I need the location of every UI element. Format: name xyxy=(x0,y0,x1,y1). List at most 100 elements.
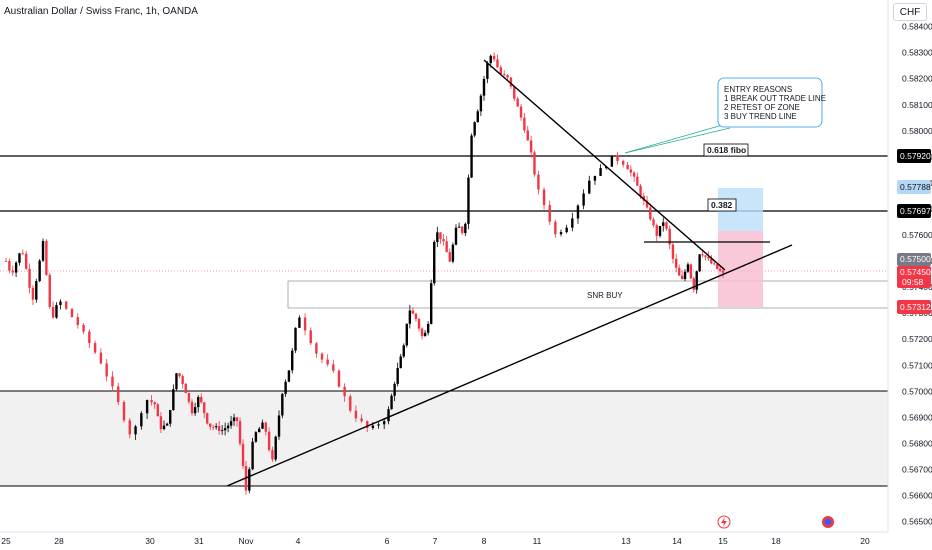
price-tick-label: 0.57000 xyxy=(902,386,932,396)
flag-event-icon[interactable] xyxy=(822,516,834,528)
candle-body xyxy=(451,244,455,262)
candle-body xyxy=(662,222,665,226)
candle-body xyxy=(165,423,169,426)
candle-body xyxy=(482,78,486,96)
candle-body xyxy=(320,353,324,360)
candle-body xyxy=(343,386,346,397)
candle-body xyxy=(223,428,227,431)
price-label-bg xyxy=(897,300,931,314)
entry-reasons-box[interactable] xyxy=(717,77,823,128)
time-tick-label: 25 xyxy=(1,536,11,546)
candle-body xyxy=(473,122,476,136)
candle-body xyxy=(718,268,722,271)
candle-body xyxy=(593,175,597,181)
candle-body xyxy=(448,252,451,262)
time-tick-label: 4 xyxy=(296,536,301,546)
candle-body xyxy=(208,423,212,427)
candle-body xyxy=(175,373,178,390)
candle-body xyxy=(489,55,492,64)
candle-body xyxy=(429,283,433,324)
lightning-icon[interactable] xyxy=(717,515,731,529)
time-tick-label: Nov xyxy=(238,536,254,546)
price-tick-label: 0.57100 xyxy=(902,360,932,370)
candle-body xyxy=(274,436,277,460)
price-tick-label: 0.57200 xyxy=(902,334,932,344)
candle-body xyxy=(159,416,163,430)
candle-body xyxy=(18,253,21,263)
candle-body xyxy=(294,327,297,351)
candle-body xyxy=(390,395,393,410)
candle-body xyxy=(571,218,574,228)
candle-body xyxy=(454,227,458,245)
time-scale[interactable]: 25 28 30 31 Nov 4 6 7 8 11 13 14 15 18 20 xyxy=(1,536,870,546)
price-label-text: 0.57920 xyxy=(900,151,931,161)
candle-body xyxy=(235,417,239,422)
candle-body xyxy=(542,189,546,206)
price-label-text: 0.57788 xyxy=(900,182,931,192)
candle-body xyxy=(476,111,479,123)
candle-body xyxy=(686,264,690,272)
candle-body xyxy=(206,413,209,424)
callout-pointer-2 xyxy=(624,127,731,154)
candle-body xyxy=(93,343,97,353)
candle-body xyxy=(632,172,636,177)
candle-body xyxy=(140,413,143,427)
candle-body xyxy=(105,363,108,377)
candle-body xyxy=(117,386,120,403)
time-tick-label: 18 xyxy=(771,536,781,546)
candle-body xyxy=(162,425,166,430)
candle-body xyxy=(683,271,687,280)
time-tick-label: 15 xyxy=(718,536,728,546)
candle-body xyxy=(284,381,287,394)
candle-body xyxy=(326,359,329,365)
candle-body xyxy=(184,383,187,394)
candle-body xyxy=(626,164,629,170)
fibo-618-box xyxy=(703,143,749,157)
candle-body xyxy=(181,376,184,384)
candle-body xyxy=(172,389,175,411)
candle-body xyxy=(588,180,591,194)
candle-body xyxy=(610,155,614,167)
candle-body xyxy=(548,205,551,222)
time-tick-label: 30 xyxy=(145,536,155,546)
candle-body xyxy=(65,301,68,309)
candle-body xyxy=(261,422,264,429)
time-tick-label: 6 xyxy=(385,536,390,546)
candle-body xyxy=(721,270,725,273)
candle-body xyxy=(701,254,704,256)
candle-body xyxy=(599,168,602,176)
candle-body xyxy=(713,263,716,265)
candle-body xyxy=(655,225,658,236)
candle-body xyxy=(156,404,159,417)
candle-body xyxy=(414,313,418,320)
downtrend-line[interactable] xyxy=(483,59,726,271)
candle-body xyxy=(309,330,312,344)
candle-body xyxy=(417,319,421,329)
candle-body xyxy=(31,287,35,300)
chart-title: Australian Dollar / Swiss Franc, 1h, OAN… xyxy=(4,6,198,17)
candle-body xyxy=(399,356,402,369)
candle-body xyxy=(111,376,114,387)
candle-body xyxy=(442,239,445,242)
candle-body xyxy=(248,469,251,491)
candle-body xyxy=(366,421,369,428)
candle-body xyxy=(371,425,375,428)
currency-button[interactable]: CHF xyxy=(893,3,927,21)
candle-body xyxy=(11,270,14,273)
candle-body xyxy=(277,415,281,437)
candle-body xyxy=(4,261,8,262)
candle-body xyxy=(267,431,271,451)
candle-body xyxy=(70,308,74,318)
price-tick-label: 0.58000 xyxy=(902,126,932,136)
candle-body xyxy=(169,410,172,424)
candle-body xyxy=(229,421,233,426)
candle-body xyxy=(576,205,580,219)
candle-body xyxy=(707,256,710,259)
candle-body xyxy=(636,176,639,186)
price-tick-label: 0.58200 xyxy=(902,74,932,84)
uptrend-line[interactable] xyxy=(226,244,793,487)
candle-body xyxy=(695,271,698,290)
candle-body xyxy=(281,393,284,416)
candle-body xyxy=(502,74,506,76)
